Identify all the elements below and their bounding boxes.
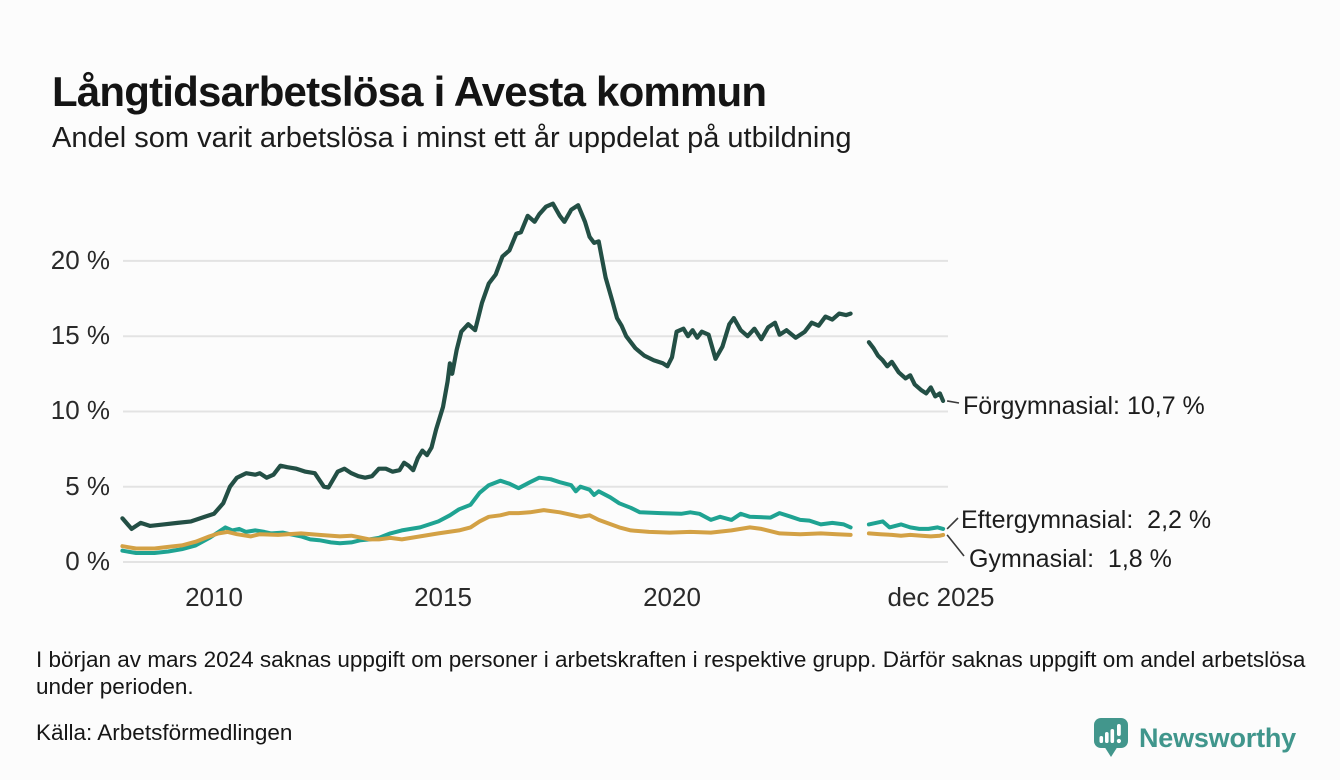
footnote: I början av mars 2024 saknas uppgift om … [36,647,1306,699]
label-leader-line [946,517,959,530]
label-leader-line [946,534,965,557]
x-axis-tick-2010: 2010 [185,582,243,612]
y-axis-tick-0: 0 % [65,546,110,576]
series-line-förgymnasial [120,201,853,531]
newsworthy-logo-text: Newsworthy [1138,722,1296,753]
page-subtitle: Andel som varit arbetslösa i minst ett å… [52,122,852,154]
y-axis-tick-20: 20 % [50,245,110,275]
series-line-förgymnasial [866,340,946,403]
newsworthy-pin-barchart-icon [1093,718,1128,757]
series-end-label-forgymnasial: Förgymnasial: 10,7 % [963,392,1205,420]
x-axis-tick-dec-2025: dec 2025 [887,582,995,612]
series-line-eftergymnasial [120,475,853,555]
series-line-gymnasial [120,508,853,551]
y-axis-tick-10: 10 % [50,395,110,425]
x-axis-tick-2015: 2015 [414,582,472,612]
y-axis-tick-5: 5 % [65,471,110,501]
label-leader-line [946,400,960,404]
page-title: Långtidsarbetslösa i Avesta kommun [52,68,767,116]
newsworthy-logo: Newsworthy [1093,716,1296,760]
series-line-eftergymnasial [866,519,946,531]
series-end-label-eftergymnasial: Eftergymnasial: 2,2 % [961,506,1212,534]
x-axis-tick-2020: 2020 [643,582,701,612]
series-line-gymnasial [866,531,946,539]
source-caption: Källa: Arbetsförmedlingen [36,720,293,745]
y-axis-tick-15: 15 % [50,320,110,350]
series-end-label-gymnasial: Gymnasial: 1,8 % [969,545,1172,573]
